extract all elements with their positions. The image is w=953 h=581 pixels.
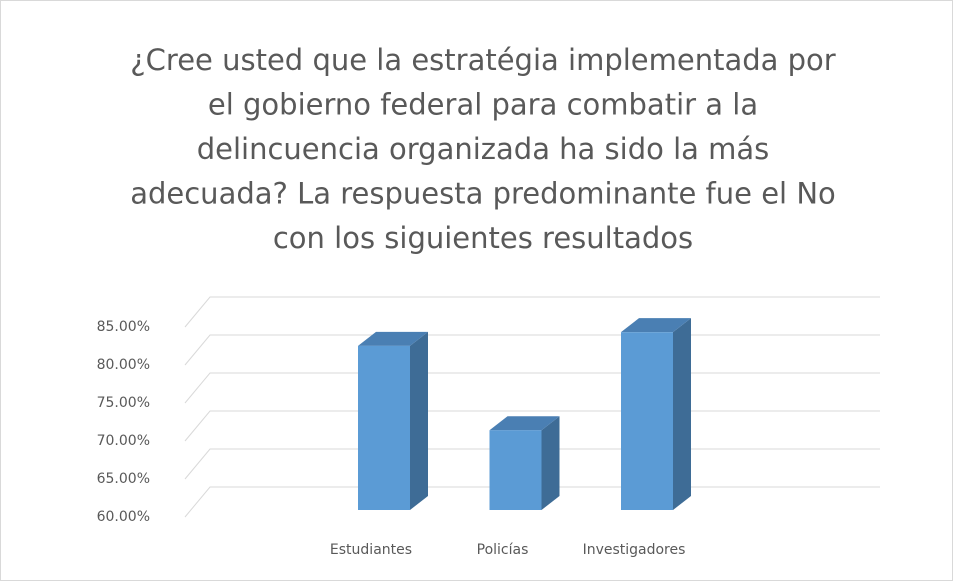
bar-side — [673, 318, 691, 510]
bar — [621, 332, 673, 510]
bar — [489, 430, 542, 510]
chart-title: adecuada? La respuesta predominante fue … — [130, 177, 836, 211]
y-tick-label: 75.00% — [97, 395, 150, 411]
y-tick-label: 80.00% — [97, 357, 150, 373]
chart-title: el gobierno federal para combatir a la — [208, 88, 758, 122]
bar-top — [358, 331, 428, 346]
bar-top — [489, 416, 560, 431]
x-tick-label: Investigadores — [583, 542, 686, 558]
x-tick-label: Estudiantes — [330, 542, 412, 558]
chart-title: ¿Cree usted que la estratégia implementa… — [130, 43, 836, 77]
y-tick-label: 60.00% — [97, 509, 150, 525]
bar-side — [410, 331, 428, 510]
bar-side — [541, 416, 560, 510]
chart-title: delincuencia organizada ha sido la más — [197, 132, 770, 166]
y-tick-label: 70.00% — [97, 433, 150, 449]
y-tick-label: 85.00% — [97, 319, 150, 335]
y-tick-label: 65.00% — [97, 471, 150, 487]
bar — [358, 345, 410, 510]
grid-line — [184, 296, 880, 328]
x-tick-label: Policías — [477, 542, 529, 558]
bar-top — [621, 318, 691, 333]
chart-title: con los siguientes resultados — [273, 221, 693, 255]
